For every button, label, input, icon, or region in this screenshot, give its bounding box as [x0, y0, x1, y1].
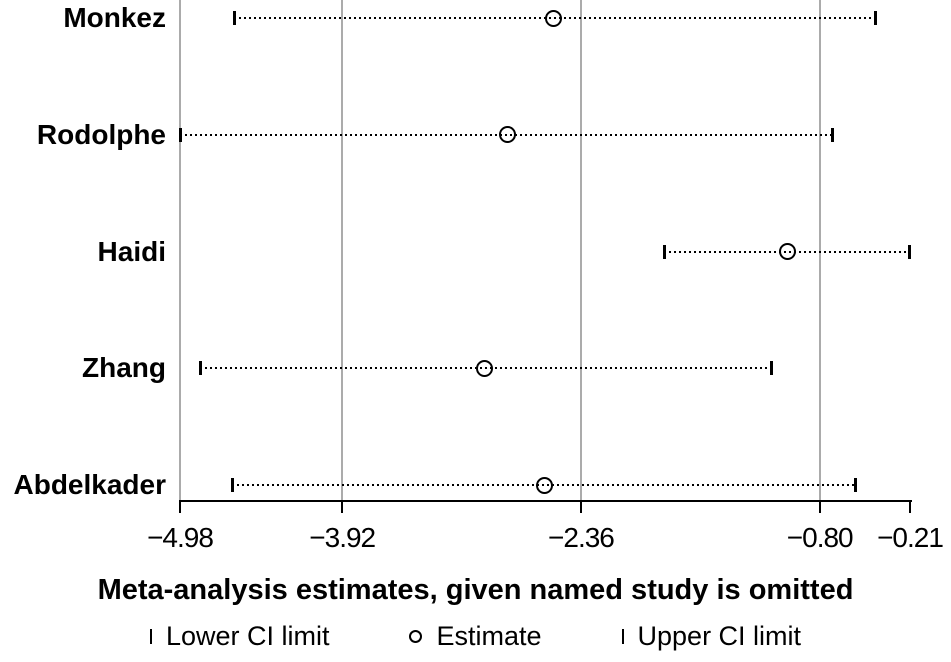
estimate-marker	[779, 243, 797, 260]
x-axis-tick-label: −0.80	[786, 522, 854, 553]
upper-ci-cap	[874, 11, 878, 25]
gridline	[341, 0, 344, 500]
x-axis-tick	[579, 500, 582, 513]
estimate-marker	[544, 9, 562, 27]
upper-ci-cap	[770, 361, 774, 376]
x-axis-line	[179, 500, 912, 502]
upper-ci-marker-icon	[621, 629, 624, 644]
legend-item-estimate: Estimate	[409, 621, 542, 652]
estimate-marker	[499, 126, 516, 144]
lower-ci-cap	[179, 127, 182, 142]
x-axis-tick	[818, 500, 821, 513]
x-axis-tick-label: −0.21	[877, 522, 944, 553]
lower-ci-marker-icon	[149, 629, 152, 644]
legend: Lower CI limit Estimate Upper CI limit	[0, 621, 951, 652]
gridline	[179, 0, 181, 500]
estimate-marker	[476, 359, 494, 377]
gridline	[818, 0, 821, 500]
estimate-marker	[535, 476, 553, 494]
study-label: Zhang	[82, 352, 166, 384]
upper-ci-cap	[908, 244, 911, 259]
x-axis-tick	[341, 500, 344, 513]
study-label: Haidi	[97, 235, 166, 267]
upper-ci-cap	[854, 478, 858, 492]
plot-area	[179, 0, 911, 500]
legend-label-estimate: Estimate	[436, 621, 542, 651]
legend-item-lower-ci: Lower CI limit	[149, 621, 330, 652]
legend-label-upper-ci: Upper CI limit	[637, 621, 802, 651]
gridline	[579, 0, 582, 500]
study-label: Monkez	[63, 2, 166, 33]
study-label: Rodolphe	[36, 118, 166, 150]
study-label: Abdelkader	[13, 469, 167, 500]
x-axis-tick	[179, 500, 181, 513]
legend-item-upper-ci: Upper CI limit	[621, 621, 802, 652]
lower-ci-cap	[232, 11, 236, 25]
upper-ci-cap	[831, 127, 835, 142]
x-axis-tick	[909, 500, 911, 513]
x-axis-tick-label: −3.92	[309, 522, 376, 553]
x-axis-tick-label: −2.36	[548, 522, 615, 553]
lower-ci-cap	[231, 478, 235, 492]
x-axis-title: Meta-analysis estimates, given named stu…	[97, 574, 854, 606]
lower-ci-cap	[198, 361, 202, 376]
legend-label-lower-ci: Lower CI limit	[165, 621, 330, 651]
estimate-marker-icon	[409, 630, 423, 643]
x-axis-tick-label: −4.98	[147, 522, 214, 553]
lower-ci-cap	[662, 244, 666, 259]
